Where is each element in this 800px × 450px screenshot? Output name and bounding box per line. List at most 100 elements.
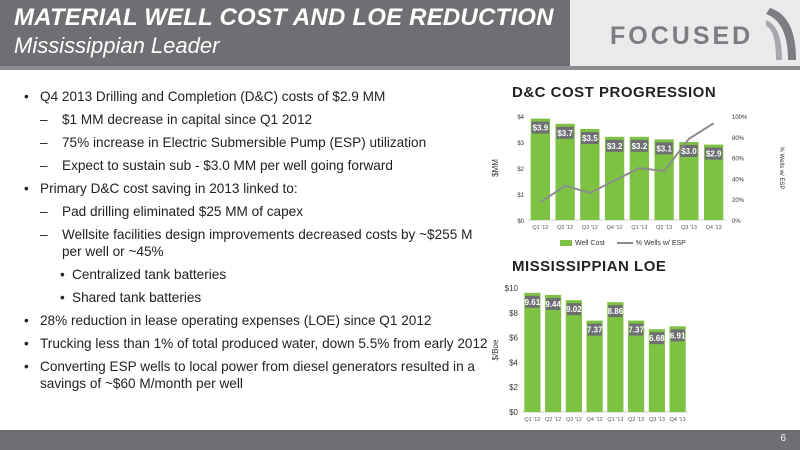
bar bbox=[628, 320, 645, 412]
bullet-item: Primary D&C cost saving in 2013 linked t… bbox=[20, 180, 490, 197]
y-tick-label: $1 bbox=[517, 193, 524, 199]
bar bbox=[580, 129, 600, 220]
x-tick-label: Q4 '13 bbox=[670, 417, 686, 423]
y-tick-label: $8 bbox=[509, 309, 518, 318]
bar-label-box bbox=[605, 139, 624, 152]
x-tick-label: Q4 '12 bbox=[587, 417, 603, 423]
bar bbox=[524, 292, 541, 412]
bar-label-box bbox=[704, 147, 723, 160]
bar-label-box bbox=[531, 121, 550, 134]
page-number: 6 bbox=[780, 433, 786, 444]
bar-label-box bbox=[608, 305, 623, 318]
legend-line-label: % Wells w/ ESP bbox=[635, 240, 686, 247]
x-tick-label: Q4 '13 bbox=[706, 225, 722, 231]
bar-value-label: $3.9 bbox=[533, 124, 549, 133]
header-bar: MATERIAL WELL COST AND LOE REDUCTION Mis… bbox=[0, 0, 800, 66]
bar bbox=[607, 302, 624, 412]
legend-bar-label: Well Cost bbox=[575, 240, 605, 247]
bullet-item: Shared tank batteries bbox=[20, 289, 490, 306]
bar-label-box bbox=[655, 142, 673, 155]
bar-label-box bbox=[630, 139, 649, 152]
bar-value-label: $2.9 bbox=[706, 150, 722, 159]
legend-line-swatch bbox=[616, 242, 633, 245]
y-tick-label: $0 bbox=[509, 408, 518, 417]
logo-panel: FOCUSED bbox=[570, 0, 800, 66]
bar-value-label: $3.2 bbox=[632, 142, 648, 151]
bullet-item: Pad drilling eliminated $25 MM of capex bbox=[20, 203, 490, 220]
bar-value-label: $3.5 bbox=[582, 134, 598, 143]
y2-tick-label: 60% bbox=[732, 157, 745, 163]
bar-label-box bbox=[525, 295, 540, 308]
y2-tick-label: 40% bbox=[732, 177, 745, 183]
bullet-item: $1 MM decrease in capital since Q1 2012 bbox=[20, 111, 490, 128]
bar bbox=[629, 136, 650, 220]
bullet-item: Centralized tank batteries bbox=[20, 266, 490, 283]
bar-value-label: 9.02 bbox=[566, 305, 582, 314]
bar bbox=[565, 300, 582, 412]
y2-tick-label: 80% bbox=[732, 136, 745, 142]
x-tick-label: Q2 '12 bbox=[557, 225, 573, 231]
y2-tick-label: 20% bbox=[732, 198, 745, 204]
bar-label-box bbox=[556, 126, 574, 139]
bar-value-label: 9.61 bbox=[525, 298, 541, 307]
logo-swoosh-icon bbox=[766, 8, 796, 60]
bullet-item: 28% reduction in lease operating expense… bbox=[20, 312, 490, 329]
y-tick-label: $0 bbox=[517, 219, 524, 225]
bar-label-box bbox=[629, 323, 644, 336]
loe-chart: $/Boe $0 $2 $4 $6 $8 $10 9.61 Q1 '12 9.44 Q2 '12 9.… bbox=[492, 284, 688, 423]
bar bbox=[545, 294, 562, 412]
bar bbox=[669, 326, 686, 412]
y-tick-label: $4 bbox=[509, 358, 518, 367]
bar-label-box bbox=[566, 303, 581, 316]
x-tick-label: Q3 '12 bbox=[582, 225, 598, 231]
bar bbox=[648, 329, 665, 412]
y-axis-label: $/Boe bbox=[492, 339, 500, 360]
bullet-item: Converting ESP wells to local power from… bbox=[20, 358, 490, 392]
bar bbox=[679, 142, 699, 220]
y-tick-label: $2 bbox=[517, 167, 524, 173]
bar bbox=[703, 144, 724, 220]
bar-value-label: 7.37 bbox=[628, 326, 644, 335]
bar bbox=[604, 136, 625, 220]
bar-label-box bbox=[670, 329, 685, 342]
y-tick-label: $6 bbox=[509, 334, 518, 343]
bar-label-box bbox=[680, 145, 698, 157]
footer-bar: 6 bbox=[0, 430, 800, 450]
bar bbox=[530, 118, 551, 220]
bullet-item: Expect to sustain sub - $3.0 MM per well… bbox=[20, 157, 490, 174]
dc-chart-title: D&C COST PROGRESSION bbox=[512, 84, 717, 101]
bar-value-label: $3.0 bbox=[681, 147, 697, 156]
bar bbox=[654, 139, 674, 220]
header-stripe bbox=[0, 66, 800, 70]
y-tick-label: $3 bbox=[517, 141, 524, 147]
bar-value-label: 9.44 bbox=[545, 300, 561, 309]
bullet-item: Q4 2013 Drilling and Completion (D&C) co… bbox=[20, 88, 490, 105]
y-tick-label: $10 bbox=[505, 284, 519, 293]
y-tick-label: $2 bbox=[509, 383, 518, 392]
bullet-list: Q4 2013 Drilling and Completion (D&C) co… bbox=[20, 88, 490, 398]
bullet-item: Trucking less than 1% of total produced … bbox=[20, 335, 490, 352]
x-tick-label: Q1 '13 bbox=[607, 417, 623, 423]
bar bbox=[555, 123, 575, 220]
x-tick-label: Q1 '12 bbox=[532, 225, 548, 231]
bar-value-label: 6.68 bbox=[649, 334, 665, 343]
dc-chart-legend: Well Cost % Wells w/ ESP bbox=[560, 240, 686, 247]
y2-tick-label: 100% bbox=[732, 115, 748, 121]
bar-value-label: $3.2 bbox=[607, 142, 623, 151]
bar-label-box bbox=[581, 132, 599, 144]
legend-bar-swatch bbox=[560, 240, 572, 247]
company-logo: FOCUSED bbox=[610, 22, 754, 50]
x-tick-label: Q3 '12 bbox=[566, 417, 582, 423]
x-tick-label: Q1 '13 bbox=[631, 225, 647, 231]
y2-tick-label: 0% bbox=[732, 219, 741, 225]
bar-value-label: 8.86 bbox=[608, 307, 624, 316]
y-tick-label: $4 bbox=[517, 115, 524, 121]
x-tick-label: Q3 '13 bbox=[649, 417, 665, 423]
bar-value-label: 6.91 bbox=[670, 331, 686, 340]
x-tick-label: Q3 '13 bbox=[681, 225, 697, 231]
bar bbox=[586, 320, 603, 412]
bar-value-label: $3.1 bbox=[656, 144, 672, 153]
bar-value-label: $3.7 bbox=[557, 129, 573, 138]
x-tick-label: Q2 '12 bbox=[545, 417, 561, 423]
y-axis-label: $MM bbox=[492, 159, 500, 177]
